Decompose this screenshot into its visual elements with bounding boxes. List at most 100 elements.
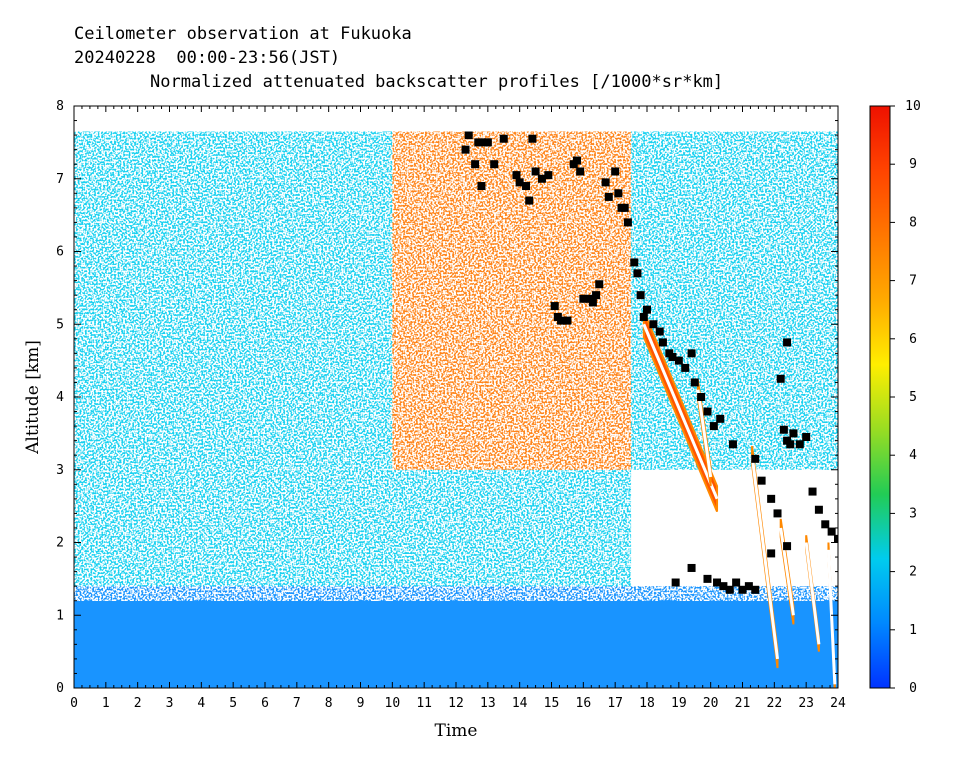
x-tick-label-9: 9 bbox=[357, 696, 365, 711]
cloud-base-point-20 bbox=[563, 316, 572, 325]
cloud-base-point-58 bbox=[719, 582, 728, 591]
cloud-base-point-53 bbox=[716, 414, 725, 423]
cloud-base-point-31 bbox=[611, 167, 620, 176]
cloud-base-point-17 bbox=[550, 302, 559, 311]
x-tick-label-0: 0 bbox=[70, 696, 78, 711]
cloud-base-point-24 bbox=[579, 294, 588, 303]
backscatter-region-0 bbox=[74, 586, 838, 688]
cloud-base-point-77 bbox=[808, 487, 817, 496]
cloud-base-point-48 bbox=[687, 349, 696, 358]
cloud-base-point-3 bbox=[474, 138, 483, 147]
x-tick-label-23: 23 bbox=[798, 696, 814, 711]
noise-speckle-overlay bbox=[74, 131, 838, 601]
colorbar-tick-label-7: 7 bbox=[909, 274, 917, 289]
colorbar-tick-label-8: 8 bbox=[909, 215, 917, 230]
cloud-base-point-55 bbox=[687, 563, 696, 572]
x-axis: 0 1 2 3 4 5 6 7 8 9 10 11 12 13 14 15 16 17 18 19 20 21 22 23 24 bbox=[70, 106, 846, 711]
cloud-base-point-26 bbox=[588, 298, 597, 307]
y-tick-label-5: 5 bbox=[56, 317, 64, 332]
cloud-base-point-54 bbox=[671, 578, 680, 587]
colorbar-tick-label-9: 9 bbox=[909, 157, 917, 172]
cloud-base-point-73 bbox=[776, 374, 785, 383]
cloud-base-point-80 bbox=[827, 527, 836, 536]
y-tick-label-1: 1 bbox=[56, 608, 64, 623]
cloud-base-point-34 bbox=[620, 203, 629, 212]
x-tick-label-11: 11 bbox=[416, 696, 432, 711]
cloud-base-point-56 bbox=[703, 574, 712, 583]
cloud-base-point-23 bbox=[576, 167, 585, 176]
colorbar-tick-label-4: 4 bbox=[909, 448, 917, 463]
cloud-base-point-79 bbox=[821, 520, 830, 529]
cloud-streak-core-4 bbox=[804, 542, 821, 645]
cloud-base-point-59 bbox=[725, 585, 734, 594]
cloud-base-point-27 bbox=[592, 291, 601, 300]
x-tick-label-12: 12 bbox=[448, 696, 464, 711]
cloud-base-point-40 bbox=[643, 305, 651, 314]
cloud-base-point-63 bbox=[751, 585, 760, 594]
cloud-base-point-65 bbox=[751, 454, 760, 463]
cloud-base-point-11 bbox=[522, 182, 531, 191]
colorbar-tick-label-10: 10 bbox=[905, 99, 921, 114]
cloud-base-point-52 bbox=[709, 422, 718, 431]
x-tick-label-8: 8 bbox=[325, 696, 333, 711]
cloud-base-point-15 bbox=[537, 174, 546, 183]
cloud-base-point-64 bbox=[728, 440, 737, 449]
chart-title-line-1: Ceilometer observation at Fukuoka bbox=[74, 24, 412, 44]
colorbar-tick-label-3: 3 bbox=[909, 506, 917, 521]
colorbar-tick-label-1: 1 bbox=[909, 623, 917, 638]
x-tick-label-4: 4 bbox=[197, 696, 205, 711]
cloud-base-point-19 bbox=[557, 316, 566, 325]
x-tick-label-17: 17 bbox=[607, 696, 623, 711]
cloud-base-point-22 bbox=[572, 156, 581, 165]
x-tick-label-24: 24 bbox=[830, 696, 846, 711]
cloud-base-point-72 bbox=[789, 429, 798, 438]
cloud-base-point-1 bbox=[464, 131, 473, 140]
cloud-base-point-37 bbox=[633, 269, 642, 278]
y-tick-label-7: 7 bbox=[56, 172, 64, 187]
cloud-base-point-46 bbox=[674, 356, 683, 365]
cloud-base-point-76 bbox=[802, 433, 811, 442]
cloud-streak-core-1 bbox=[696, 389, 713, 478]
cloud-base-point-50 bbox=[697, 393, 706, 401]
cloud-base-point-42 bbox=[655, 327, 664, 336]
colorbar-tick-label-6: 6 bbox=[909, 332, 917, 347]
cloud-base-point-62 bbox=[744, 582, 753, 591]
cloud-base-point-43 bbox=[658, 338, 667, 347]
chart-title-line-3: Normalized attenuated backscatter profil… bbox=[150, 72, 724, 92]
colorbar-tick-label-5: 5 bbox=[909, 390, 917, 405]
cloud-base-point-74 bbox=[783, 338, 792, 347]
cloud-base-point-36 bbox=[630, 258, 639, 267]
x-tick-label-21: 21 bbox=[735, 696, 751, 711]
cloud-streaks bbox=[642, 311, 837, 688]
cloud-base-point-71 bbox=[786, 440, 795, 449]
cloud-base-point-30 bbox=[604, 192, 613, 201]
x-tick-label-13: 13 bbox=[480, 696, 496, 711]
x-tick-label-22: 22 bbox=[767, 696, 783, 711]
cloud-base-point-12 bbox=[525, 196, 534, 205]
x-axis-label: Time bbox=[435, 721, 478, 741]
y-tick-label-2: 2 bbox=[56, 536, 64, 551]
cloud-streak-core-2 bbox=[750, 455, 780, 660]
y-tick-label-3: 3 bbox=[56, 463, 64, 478]
cloud-base-point-6 bbox=[483, 138, 492, 147]
cloud-base-point-69 bbox=[779, 425, 788, 434]
cloud-base-point-16 bbox=[544, 171, 553, 180]
x-tick-label-14: 14 bbox=[512, 696, 528, 711]
cloud-base-point-82 bbox=[767, 549, 776, 558]
cloud-base-point-83 bbox=[783, 542, 792, 551]
x-tick-label-3: 3 bbox=[166, 696, 174, 711]
cloud-base-point-60 bbox=[732, 578, 741, 587]
cloud-base-point-51 bbox=[703, 407, 712, 416]
y-tick-label-4: 4 bbox=[56, 390, 64, 405]
x-tick-label-2: 2 bbox=[134, 696, 142, 711]
x-tick-label-10: 10 bbox=[385, 696, 401, 711]
cloud-base-point-49 bbox=[690, 378, 699, 387]
x-tick-label-19: 19 bbox=[671, 696, 687, 711]
cloud-base-point-4 bbox=[477, 182, 486, 191]
x-tick-label-20: 20 bbox=[703, 696, 719, 711]
plot-area bbox=[74, 131, 838, 688]
cloud-base-point-13 bbox=[528, 134, 537, 143]
cloud-base-point-66 bbox=[757, 476, 766, 485]
cloud-base-point-67 bbox=[767, 494, 776, 503]
colorbar-tick-label-2: 2 bbox=[909, 565, 917, 580]
